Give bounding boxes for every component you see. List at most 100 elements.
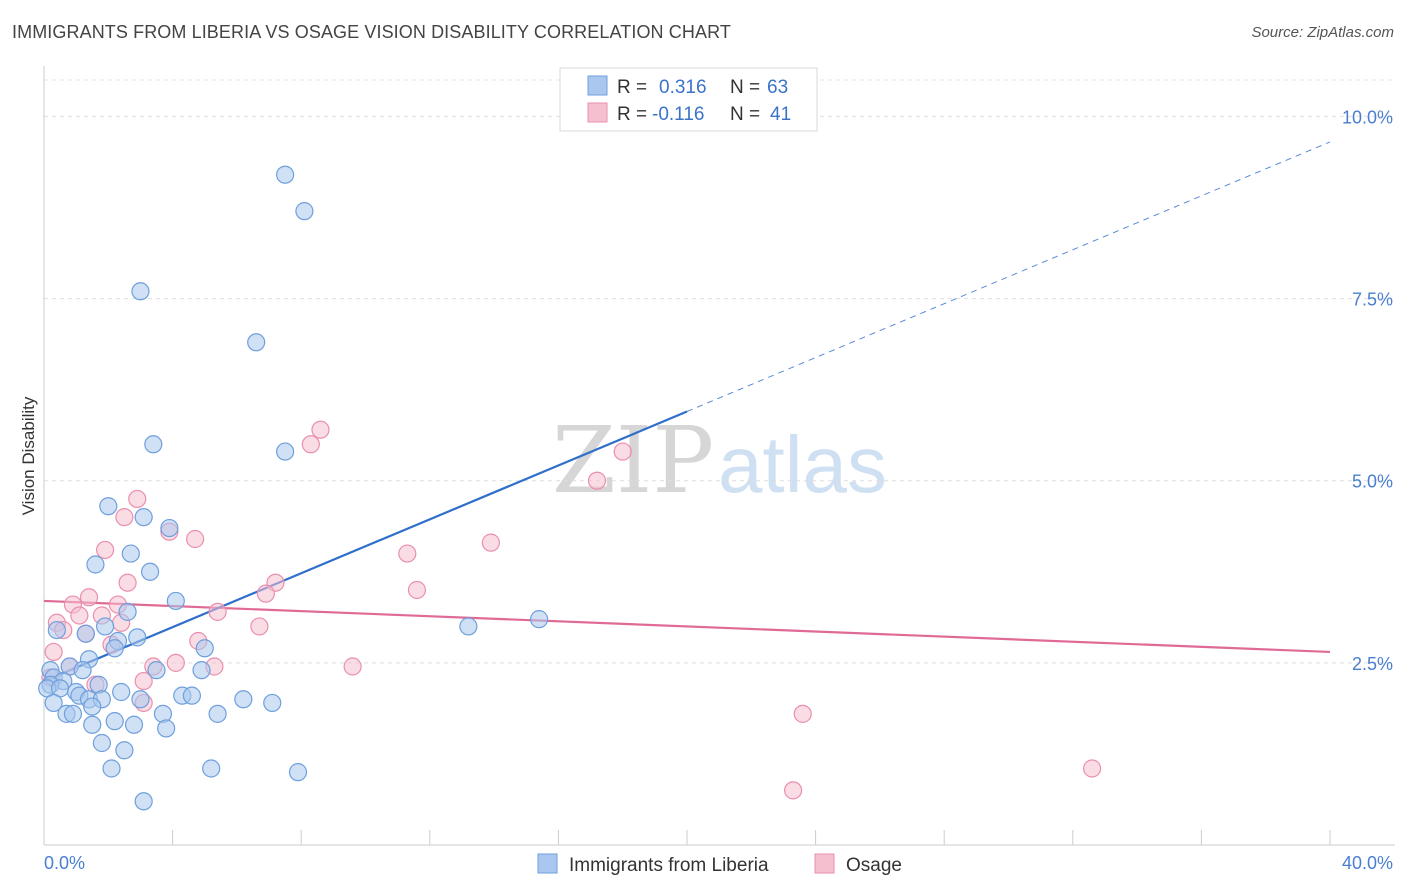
liberia-point [121,544,140,563]
liberia-point [73,661,92,680]
liberia-point [202,759,221,778]
bottom-legend-swatch-osage [814,853,835,874]
liberia-point [128,628,147,647]
y-tick-label: 10.0% [1342,107,1393,127]
osage-point [44,642,63,662]
osage-point [134,671,153,691]
legend-swatch-osage [587,102,608,123]
axes [43,66,1395,846]
liberia-point [47,620,66,640]
osage-point [95,540,115,560]
trend-lines [43,141,1331,683]
legend-r-value-2: -0.116 [652,104,704,125]
tick-labels: 2.5% 5.0% 7.5% 10.0% 0.0% 40.0% [44,107,1393,873]
y-tick-label: 5.0% [1352,472,1393,492]
liberia-point [195,639,214,658]
liberia-point [76,624,95,643]
liberia-point [182,686,201,705]
liberia-point [63,704,83,723]
liberia-point [105,639,124,658]
osage-point [311,420,330,439]
liberia-point [276,165,295,184]
liberia-point [99,497,118,516]
osage-point [166,653,185,672]
liberia-trend-line [43,410,688,683]
liberia-point [247,333,266,352]
osage-point [343,657,362,676]
liberia-point [134,792,153,811]
watermark-zip: ZIP [552,407,714,514]
watermark-atlas: atlas [718,420,887,509]
osage-point [783,781,803,800]
legend-bottom: Immigrants from Liberia Osage [537,853,902,876]
osage-point [256,584,275,603]
liberia-point [44,693,63,713]
liberia-point [166,591,185,611]
liberia-point [95,617,115,636]
liberia-point [234,690,253,709]
liberia-point [115,741,134,760]
osage-point [587,471,607,490]
osage-point [79,588,99,607]
osage-point [118,573,137,592]
legend-swatch-liberia [587,75,608,96]
osage-point [398,544,417,563]
osage-point [115,508,134,527]
liberia-point [160,518,179,538]
liberia-point [459,617,478,636]
bottom-legend-label-osage: Osage [846,855,902,876]
liberia-point [530,610,549,629]
legend-n-value-1: 63 [767,77,788,98]
liberia-point [112,682,131,702]
chart-title: IMMIGRANTS FROM LIBERIA VS OSAGE VISION … [12,22,731,42]
liberia-point [131,282,150,301]
liberia-point [192,661,211,680]
liberia-point [83,697,102,716]
liberia-point [102,759,121,778]
legend-top: R = 0.316 N = 63 R = -0.116 N = 41 [559,67,818,132]
liberia-point [86,555,105,574]
x-tick-label-min: 0.0% [44,853,85,873]
liberia-point [83,715,102,734]
osage-point [186,529,205,549]
legend-r-value-1: 0.316 [659,77,707,98]
osage-point [301,435,320,454]
liberia-point [157,719,176,738]
bottom-legend-label-liberia: Immigrants from Liberia [569,855,769,876]
osage-point [70,606,89,625]
liberia-point [288,763,308,782]
osage-point [481,533,500,552]
liberia-point [118,602,137,621]
x-tick-label-max: 40.0% [1342,853,1393,873]
liberia-point [140,562,160,581]
y-axis-label: Vision Disability [19,396,38,515]
liberia-point [263,693,282,713]
liberia-point [208,704,227,723]
liberia-point [124,715,144,734]
liberia-point [295,202,314,221]
liberia-point [147,661,166,680]
osage-point [1082,759,1102,778]
liberia-point [105,712,124,731]
osage-point [613,442,632,461]
osage-point [128,489,147,509]
legend-r-label-2: R = [617,104,647,125]
osage-trend-line [43,599,1331,654]
legend-n-value-2: 41 [770,104,791,125]
y-tick-label: 2.5% [1352,654,1393,674]
osage-point [407,580,427,600]
y-tick-label: 7.5% [1352,290,1393,310]
legend-r-label-1: R = [617,77,647,98]
liberia-point [144,435,163,454]
liberia-trend-extension [686,141,1331,412]
osage-point [250,617,269,636]
source-label: Source: ZipAtlas.com [1251,24,1394,41]
liberia-point [131,690,150,709]
liberia-point [134,508,153,527]
legend-n-label-2: N = [730,104,760,125]
legend-n-label-1: N = [730,77,760,98]
osage-point [208,602,227,621]
osage-point [793,704,812,723]
grid-lines [44,79,1395,664]
